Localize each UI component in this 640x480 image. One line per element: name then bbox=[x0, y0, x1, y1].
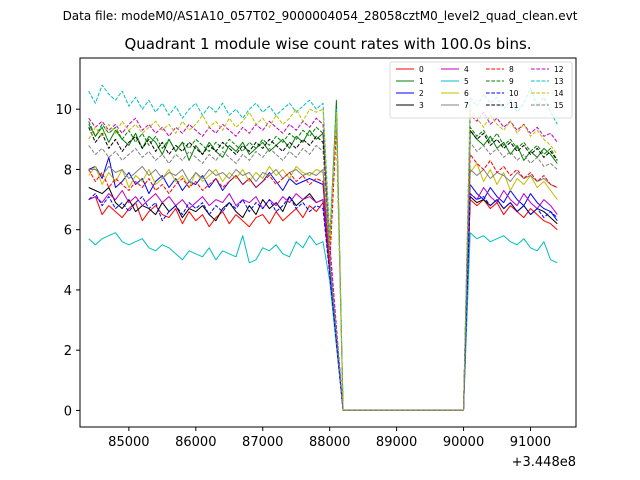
legend-label-4: 4 bbox=[464, 65, 469, 74]
series-line-6 bbox=[88, 162, 558, 411]
y-tick-label: 6 bbox=[64, 224, 72, 239]
chart-supertitle: Data file: modeM0/AS1A10_057T02_90000040… bbox=[63, 9, 578, 23]
series-line-1 bbox=[88, 99, 558, 411]
series-line-14 bbox=[88, 108, 558, 411]
legend-label-11: 11 bbox=[509, 101, 519, 110]
y-tick-label: 2 bbox=[64, 344, 72, 359]
series-line-7 bbox=[88, 165, 558, 411]
y-axis: 0 2 4 6 8 10 bbox=[55, 103, 80, 419]
legend-label-0: 0 bbox=[419, 65, 424, 74]
y-tick-label: 8 bbox=[64, 163, 72, 178]
legend-box bbox=[389, 61, 573, 119]
x-tick-label: 90000 bbox=[443, 435, 484, 450]
legend-label-6: 6 bbox=[464, 89, 469, 98]
x-tick-label: 86000 bbox=[175, 435, 216, 450]
x-axis: 85000 86000 87000 88000 89000 90000 91000 bbox=[108, 427, 551, 450]
legend-label-12: 12 bbox=[554, 65, 564, 74]
legend-label-1: 1 bbox=[419, 77, 424, 86]
legend-label-7: 7 bbox=[464, 101, 469, 110]
plot-frame bbox=[79, 57, 577, 428]
x-offset-label: +3.448e8 bbox=[512, 455, 576, 470]
series-line-0 bbox=[88, 196, 558, 411]
series-line-5 bbox=[88, 232, 558, 411]
series-line-11 bbox=[88, 127, 558, 411]
legend-label-9: 9 bbox=[509, 77, 514, 86]
y-tick-label: 10 bbox=[55, 103, 72, 118]
chart-title: Quadrant 1 module wise count rates with … bbox=[124, 35, 531, 53]
series-line-9 bbox=[88, 121, 558, 411]
series-layer bbox=[88, 84, 558, 411]
y-tick-label: 4 bbox=[64, 284, 72, 299]
legend-label-2: 2 bbox=[419, 89, 424, 98]
legend-label-3: 3 bbox=[419, 101, 424, 110]
series-line-13 bbox=[88, 84, 558, 411]
series-line-15 bbox=[88, 141, 558, 411]
legend-label-15: 15 bbox=[554, 101, 564, 110]
x-tick-label: 85000 bbox=[108, 435, 149, 450]
x-tick-label: 89000 bbox=[376, 435, 417, 450]
series-line-8 bbox=[88, 126, 558, 411]
series-line-3 bbox=[88, 187, 558, 411]
x-tick-label: 91000 bbox=[510, 435, 551, 450]
y-tick-label: 0 bbox=[64, 404, 72, 419]
legend-label-5: 5 bbox=[464, 77, 469, 86]
legend-label-10: 10 bbox=[509, 89, 519, 98]
x-tick-label: 87000 bbox=[242, 435, 283, 450]
legend-label-8: 8 bbox=[509, 65, 514, 74]
series-line-10 bbox=[88, 193, 558, 411]
series-line-12 bbox=[88, 111, 558, 411]
legend-label-14: 14 bbox=[554, 89, 564, 98]
x-tick-label: 88000 bbox=[309, 435, 350, 450]
legend-label-13: 13 bbox=[554, 77, 564, 86]
